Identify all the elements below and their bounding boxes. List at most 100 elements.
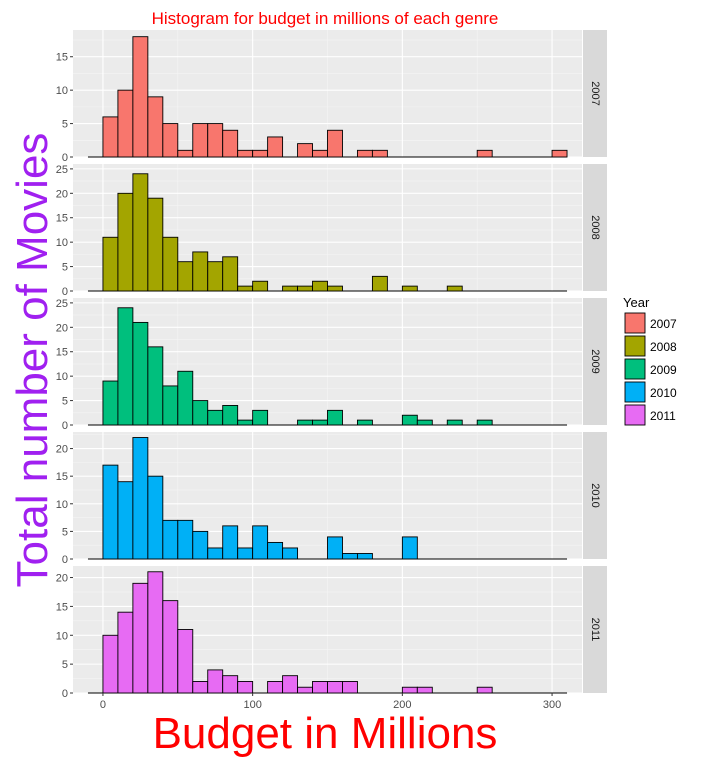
histogram-bar	[446, 419, 463, 426]
histogram-bar	[327, 681, 343, 694]
legend-title: Year	[623, 295, 650, 310]
histogram-bar	[476, 149, 493, 158]
histogram-bar	[102, 634, 119, 694]
histogram-bar	[356, 419, 373, 426]
histogram-bar	[162, 519, 179, 560]
legend-key	[624, 335, 646, 357]
histogram-bar	[192, 251, 209, 292]
histogram-bar	[416, 419, 433, 426]
legend-key	[624, 404, 646, 426]
y-tick-label: 15	[56, 52, 68, 64]
histogram-bar	[177, 629, 194, 694]
histogram-bar	[342, 553, 358, 560]
y-tick-label: 0	[62, 688, 68, 700]
x-axis-label: Budget in Millions	[153, 709, 498, 758]
facet-strip-label: 2007	[589, 81, 601, 105]
histogram-bar	[297, 686, 313, 694]
histogram-bar	[371, 275, 388, 292]
y-tick-label: 10	[56, 630, 68, 642]
histogram-bar	[102, 236, 119, 292]
y-tick-label: 20	[56, 573, 68, 585]
facet-strip	[583, 164, 607, 291]
histogram-bar	[147, 197, 164, 292]
histogram-bar	[132, 36, 149, 158]
x-tick-label: 0	[100, 699, 106, 711]
y-tick-label: 15	[56, 347, 68, 359]
histogram-bar	[267, 681, 284, 694]
histogram-bar	[177, 519, 194, 560]
histogram-bar	[267, 136, 284, 158]
histogram-bar	[222, 129, 239, 158]
histogram-bar	[222, 256, 239, 292]
facet-strip-label: 2008	[589, 215, 601, 239]
histogram-bar	[312, 149, 328, 158]
legend-label: 2011	[650, 409, 676, 423]
histogram-bar	[102, 464, 119, 560]
histogram-bar	[147, 475, 164, 560]
x-tick-label: 100	[243, 699, 261, 711]
histogram-bar	[207, 547, 224, 560]
y-tick-label: 25	[56, 164, 68, 176]
histogram-bar	[282, 547, 299, 560]
histogram-bar	[282, 675, 299, 694]
x-tick-label: 200	[393, 699, 411, 711]
histogram-bar	[132, 437, 149, 560]
histogram-bar	[252, 280, 269, 292]
histogram-bar	[312, 419, 328, 426]
histogram-bar	[476, 419, 493, 426]
histogram-bar	[551, 149, 568, 158]
legend-label: 2010	[650, 386, 677, 400]
y-tick-label: 5	[62, 396, 68, 408]
y-tick-label: 15	[56, 213, 68, 225]
chart-title: Histogram for budget in millions of each…	[152, 9, 499, 28]
histogram-bar	[207, 123, 224, 158]
histogram-bar	[342, 681, 358, 694]
histogram-bar	[117, 192, 134, 292]
legend-label: 2009	[650, 363, 677, 377]
legend: Year 2007 2008 2009 2010 2011	[623, 295, 677, 426]
histogram-bar	[312, 280, 328, 292]
y-tick-label: 0	[62, 420, 68, 432]
histogram-bar	[252, 409, 269, 426]
legend-label: 2008	[650, 340, 677, 354]
facet-panel-2010: 0 5 10 15 20 2010	[56, 432, 607, 566]
histogram-bar	[207, 409, 224, 426]
legend-key	[624, 312, 646, 334]
histogram-bar	[162, 385, 179, 426]
facet-strip	[583, 566, 607, 693]
histogram-bar	[102, 116, 119, 158]
histogram-bar	[327, 536, 343, 560]
histogram-bar	[237, 149, 254, 158]
histogram-bar	[177, 370, 194, 426]
facet-panel-2008: 0 5 10 15 20 25 2008	[56, 164, 607, 298]
histogram-bar	[192, 681, 209, 694]
histogram-bar	[237, 419, 254, 426]
histogram-bar	[356, 149, 373, 158]
y-tick-label: 10	[56, 237, 68, 249]
histogram-bar	[297, 143, 313, 158]
histogram-bar	[132, 173, 149, 292]
histogram-bar	[132, 321, 149, 426]
y-tick-label: 20	[56, 444, 68, 456]
facet-panel-2007: 0 5 10 15 2007	[56, 30, 607, 164]
histogram-bar	[132, 582, 149, 694]
facet-panel-2009: 0 5 10 15 20 25 2009	[56, 298, 607, 432]
y-tick-label: 10	[56, 371, 68, 383]
histogram-bar	[192, 530, 209, 560]
histogram-bar	[117, 611, 134, 694]
y-tick-label: 15	[56, 471, 68, 483]
facet-strip-label: 2010	[589, 483, 601, 507]
histogram-bar	[297, 419, 313, 426]
histogram-bar	[237, 285, 254, 292]
facet-panel-2011: 0 5 10 15 20 2011	[56, 566, 607, 700]
legend-label: 2007	[650, 317, 677, 331]
histogram-bar	[147, 571, 164, 694]
y-axis-label: Total number of Movies	[8, 133, 57, 588]
x-tick-label: 300	[543, 699, 561, 711]
histogram-bar	[147, 96, 164, 158]
facet-strip	[583, 432, 607, 559]
histogram-bar	[371, 149, 388, 158]
histogram-bar	[312, 681, 328, 694]
histogram-bar	[297, 285, 313, 292]
